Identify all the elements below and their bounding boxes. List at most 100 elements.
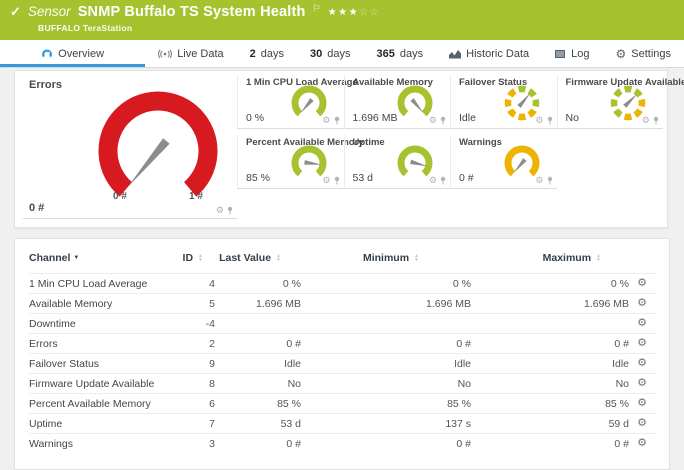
column-header-channel[interactable]: Channel▼ [29,252,179,264]
star-filled-icon[interactable]: ★ [338,7,348,18]
mini-gauge-value: 0 % [246,112,264,124]
cell-name: Percent Available Memory [29,398,179,410]
tab-label: days [261,48,284,60]
column-header-maximum[interactable]: Maximum▲▼ [471,252,629,264]
panel-settings-icon[interactable]: ⚙ [322,176,330,185]
gauges-panel: Errors 0 # 1 # 0 # ⚙ 1 Min CPU Load Aver… [14,70,668,228]
sort-direction-icon: ▼ [73,255,79,261]
panel-pin-icon[interactable] [653,116,659,125]
cell-max: 59 d [471,418,629,430]
channel-settings-icon[interactable]: ⚙ [629,338,655,349]
cell-min: 85 % [301,398,471,410]
main-gauge-title: Errors [29,79,62,91]
cell-id: 8 [179,378,215,390]
panel-pin-icon[interactable] [440,176,446,185]
errors-gauge [73,79,243,205]
priority-flag-icon[interactable]: ⚐ [313,3,321,14]
star-filled-icon[interactable]: ★ [349,7,359,18]
tab-settings[interactable]: ⚙Settings [602,40,684,67]
settings-icon: ⚙ [615,48,626,60]
panel-settings-icon[interactable]: ⚙ [535,116,543,125]
cell-min: Idle [301,358,471,370]
star-filled-icon[interactable]: ★ [328,7,338,18]
panel-pin-icon[interactable] [440,116,446,125]
column-header-id[interactable]: ID▲▼ [179,252,215,264]
gauge-scale-min: 0 # [107,191,133,202]
cell-name: Firmware Update Available [29,378,179,390]
cell-last: 85 % [215,398,301,410]
channel-settings-icon[interactable]: ⚙ [629,378,655,389]
channel-settings-icon[interactable]: ⚙ [629,358,655,369]
parent-device-link[interactable]: BUFFALO TeraStation [38,23,132,33]
tab-label: Live Data [177,48,223,60]
star-rating[interactable]: ★★★☆☆ [328,7,380,18]
channel-settings-icon[interactable]: ⚙ [629,298,655,309]
panel-pin-icon[interactable] [334,176,340,185]
tab-number: 2 [250,48,256,60]
panel-settings-icon[interactable]: ⚙ [429,176,437,185]
tab-log[interactable]: Log [542,40,602,67]
live-data-icon [158,49,172,59]
panel-settings-icon[interactable]: ⚙ [322,116,330,125]
panel-settings-icon[interactable]: ⚙ [642,116,650,125]
panel-settings-icon[interactable]: ⚙ [535,176,543,185]
column-label: ID [183,252,194,264]
cell-min: 137 s [301,418,471,430]
cell-id: 6 [179,398,215,410]
mini-gauge-title: Warnings [459,137,502,148]
cell-max: Idle [471,358,629,370]
channel-settings-icon[interactable]: ⚙ [629,318,655,329]
tab-overview[interactable]: Overview [0,40,145,67]
cell-id: 9 [179,358,215,370]
channel-settings-icon[interactable]: ⚙ [629,278,655,289]
panel-pin-icon[interactable] [547,116,553,125]
mini-gauge-value: 0 # [459,172,474,184]
cell-last: 53 d [215,418,301,430]
column-header-last-value[interactable]: Last Value ▲▼ [215,252,301,264]
panel-pin-icon[interactable] [334,116,340,125]
panel-pin-icon[interactable] [227,206,233,215]
channel-settings-icon[interactable]: ⚙ [629,438,655,449]
channel-settings-icon[interactable]: ⚙ [629,398,655,409]
cell-name: Available Memory [29,298,179,310]
cell-min: 0 # [301,338,471,350]
channel-settings-icon[interactable]: ⚙ [629,418,655,429]
tab-live-data[interactable]: Live Data [145,40,236,67]
panel-settings-icon[interactable]: ⚙ [216,206,224,215]
cell-id: -4 [179,318,215,330]
column-label: Last Value [219,252,271,264]
tab-historic-data[interactable]: Historic Data [436,40,542,67]
tab-2-days[interactable]: 2 days [237,40,297,67]
panel-pin-icon[interactable] [547,176,553,185]
sort-toggle-icon: ▲▼ [276,254,281,262]
cell-max: 0 # [471,438,629,450]
tab-label: days [400,48,423,60]
star-empty-icon[interactable]: ☆ [370,7,380,18]
panel-settings-icon[interactable]: ⚙ [429,116,437,125]
gauge-scale-max: 1 # [183,191,209,202]
column-header-minimum[interactable]: Minimum▲▼ [301,252,471,264]
cell-id: 3 [179,438,215,450]
cell-last: Idle [215,358,301,370]
channel-row-downtime[interactable]: Downtime-4⚙ [29,313,655,333]
star-empty-icon[interactable]: ☆ [359,7,369,18]
column-label: Channel [29,252,70,264]
tab-number: 30 [310,48,322,60]
table-header-row: Channel▼ID▲▼Last Value▲▼Minimum▲▼Maximum… [29,243,655,273]
object-kind-label: Sensor [28,4,71,19]
